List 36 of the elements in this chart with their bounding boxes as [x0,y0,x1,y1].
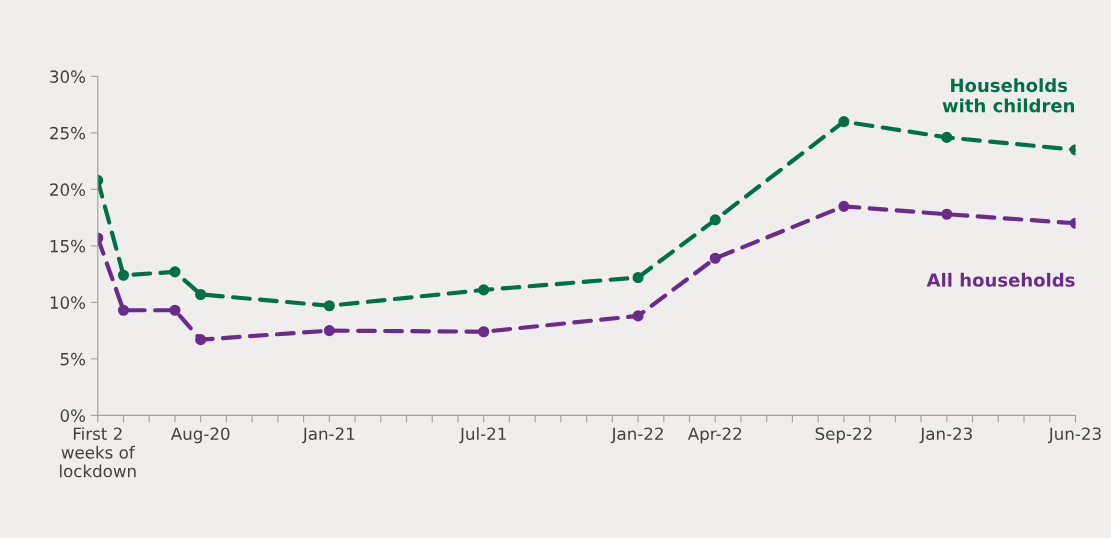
point [632,271,644,284]
point [169,304,181,316]
y-tick-label: 20% [50,183,86,196]
y-tick-label: 25% [50,126,86,140]
x-tick-label: Jan-21 [302,427,355,444]
point [195,334,207,346]
y-tick-label: 30% [50,70,86,83]
point [117,304,130,316]
y-tick-label: 0% [60,409,86,422]
point [478,284,490,296]
y-tick-label: 15% [50,239,86,253]
x-tick-label: Jan-23 [919,427,972,444]
point [838,200,850,212]
series-label: Households with children [942,78,1075,113]
x-tick-label: Sep-22 [815,427,872,444]
x-tick-label: Apr-22 [687,427,742,444]
point [709,252,721,264]
point [478,326,490,338]
x-tick-label: Jan-22 [610,427,663,444]
point [323,300,335,312]
point [941,208,953,220]
y-tick-label: 10% [50,296,86,309]
x-tick-label: Aug-20 [170,427,230,444]
point [323,325,335,337]
text: All households [926,272,1075,287]
y-tick-label: 5% [60,352,86,366]
point [169,266,181,278]
x-tick-label: Jun-23 [1047,427,1101,444]
x-tick-label: Jul-21 [459,427,506,444]
point [838,116,850,128]
point [632,310,644,322]
x-tick-label: First 2 weeks of lockdown [60,427,136,478]
point [195,288,207,301]
point [709,214,721,226]
point [941,131,953,143]
point [117,269,130,281]
